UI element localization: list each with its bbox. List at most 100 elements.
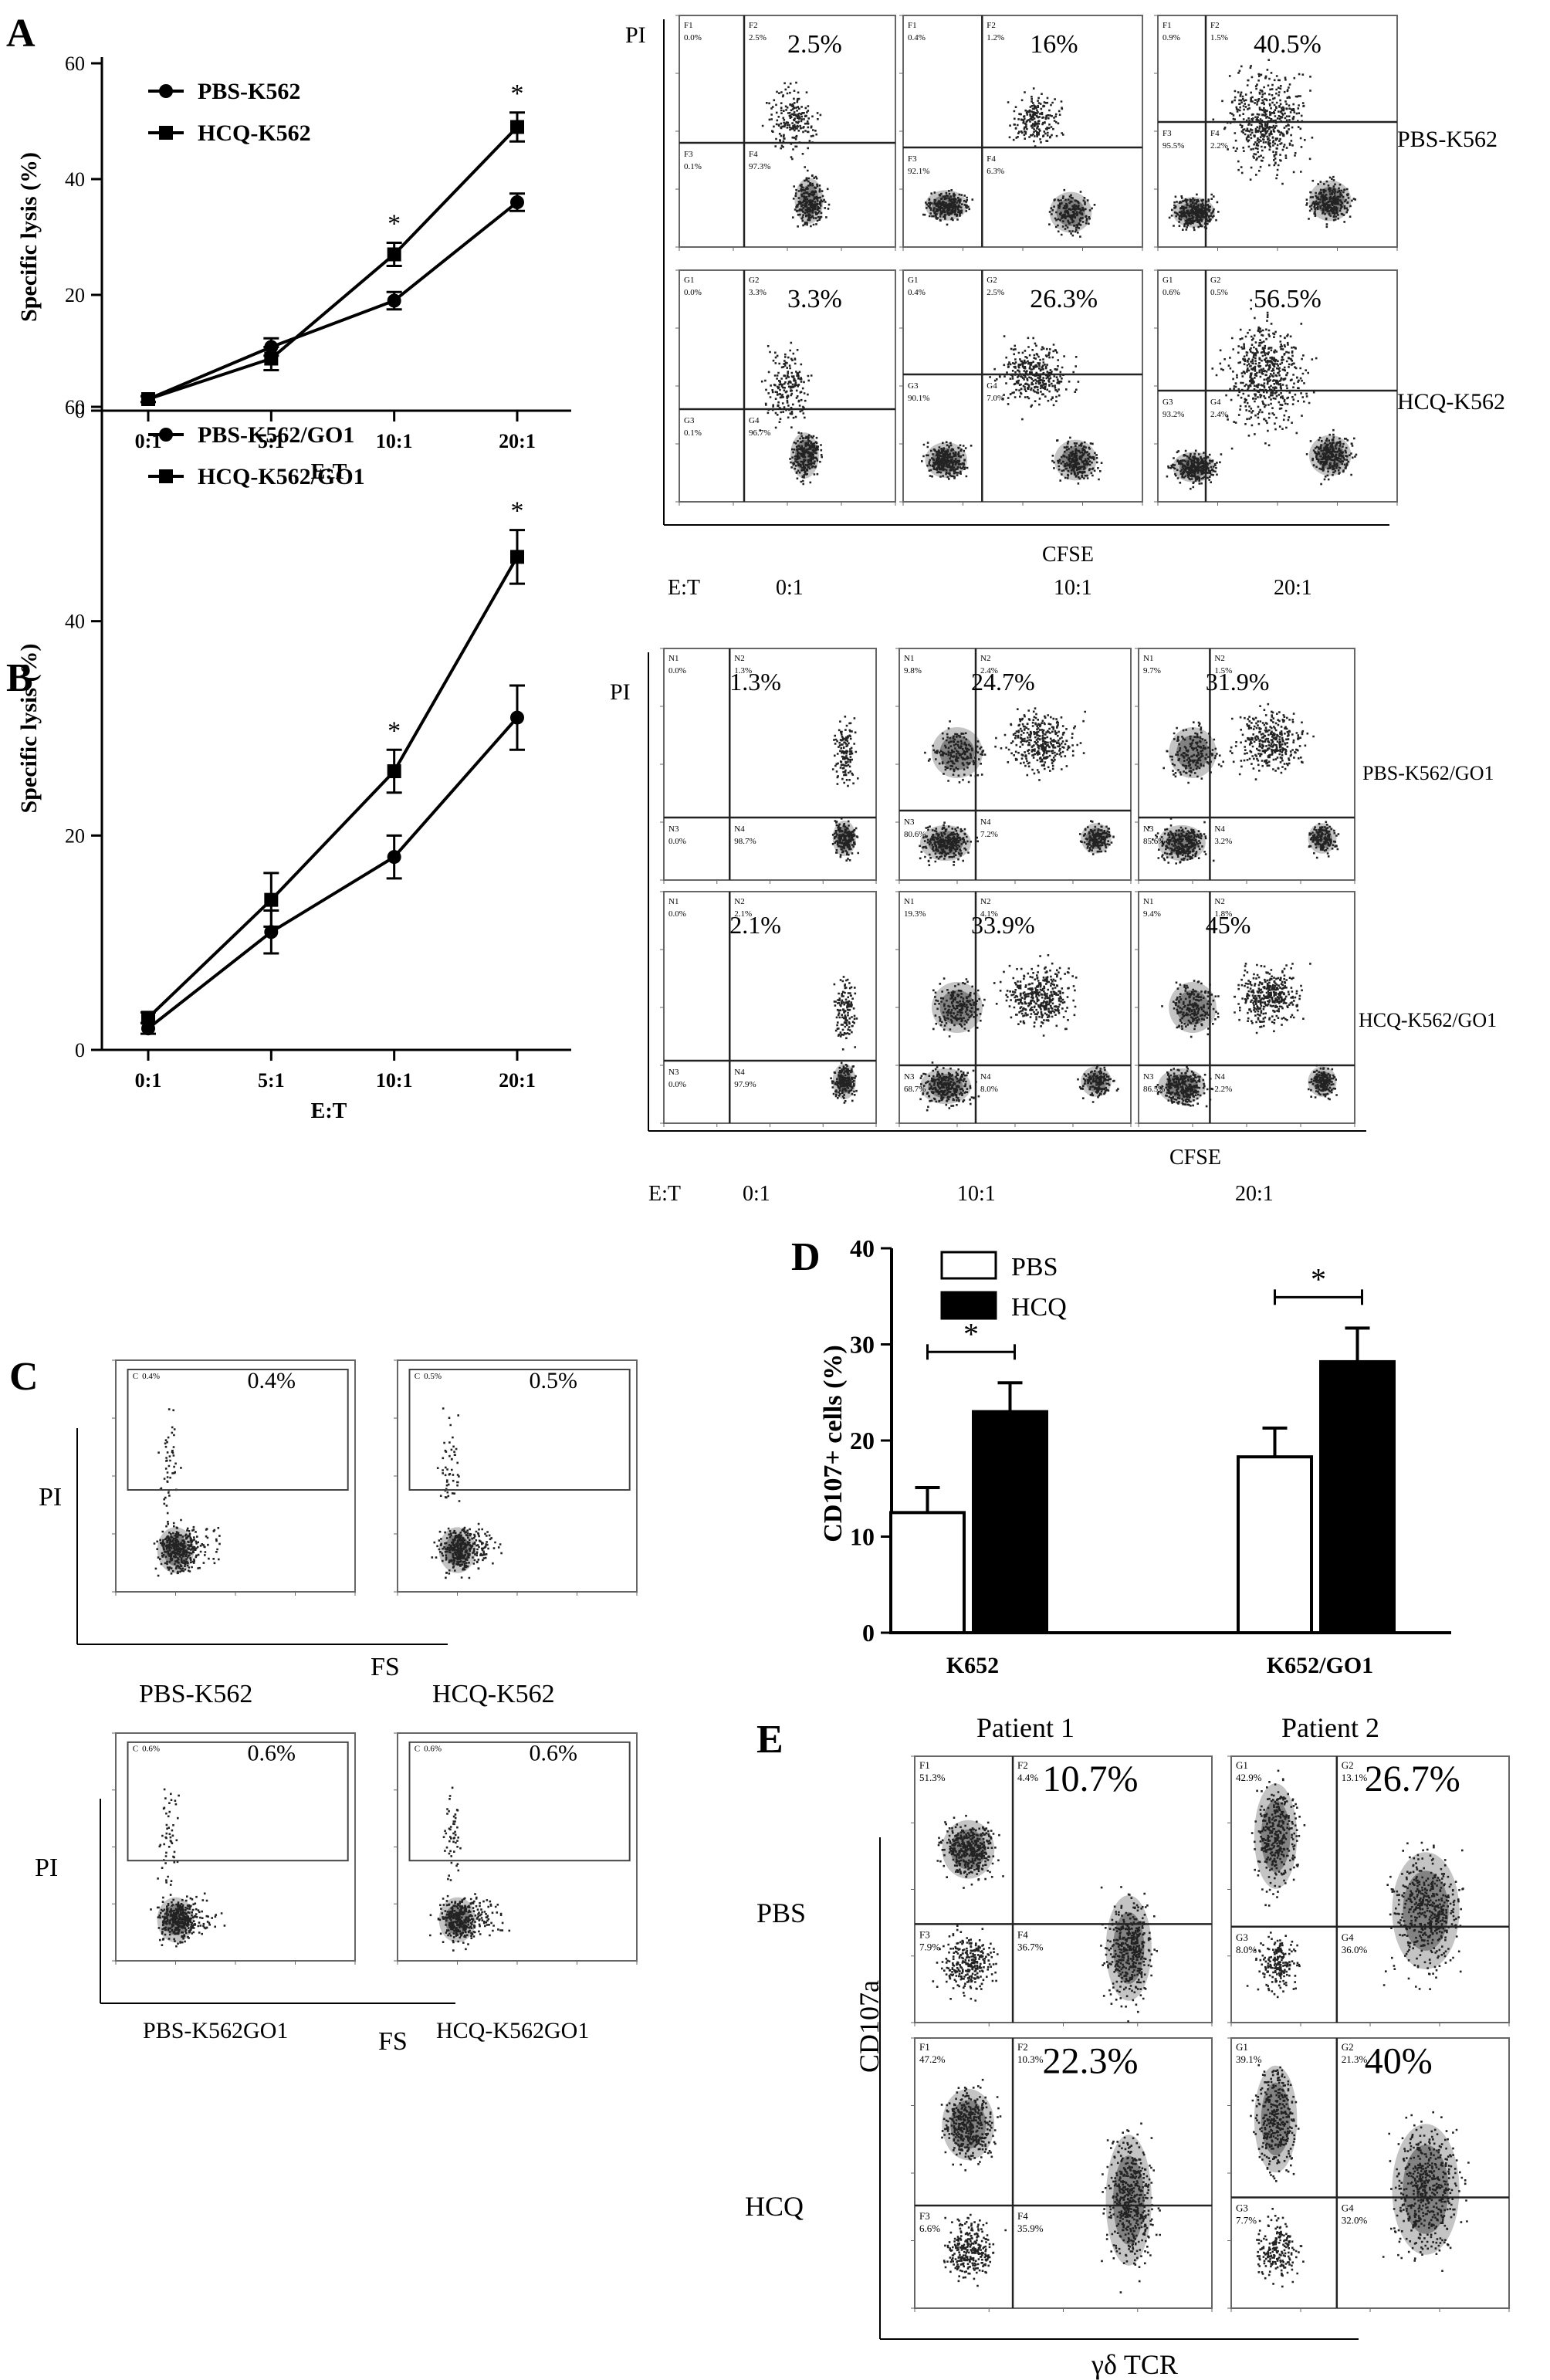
flow-c-x-title-1: FS xyxy=(371,1653,400,1681)
flow-e-plot-1-1-q4-value: 32.0% xyxy=(1342,2215,1368,2226)
flow-b-plot-0-0-q4-value: 98.7% xyxy=(734,837,756,846)
flow-a-plot-0-1-q1-value: 0.4% xyxy=(908,33,926,42)
flow-c-plot-1-0: 0.6% C 0.6% xyxy=(112,1732,356,1965)
flow-a-plot-1-2-q4-label: G4 xyxy=(1210,398,1221,407)
flow-a-plot-0-1-q1-label: F1 xyxy=(908,21,917,30)
flow-a-plot-1-2-q4-value: 2.4% xyxy=(1210,410,1228,419)
flow-b-plot-0-1-q2-value: 2.4% xyxy=(980,666,998,675)
flow-e-col-label-patient-1: Patient 1 xyxy=(976,1712,1075,1743)
flow-b-plot-1-0-q1-value: 0.0% xyxy=(668,909,686,919)
flow-b-plot-0-0-q2-value: 1.3% xyxy=(734,666,752,675)
chart-b-point xyxy=(510,710,524,725)
flow-e-plot-0-0-percent: 10.7% xyxy=(1043,1759,1139,1799)
flow-c-gate-value: 0.5% xyxy=(424,1372,442,1381)
chart-a-legend-marker xyxy=(159,84,173,98)
flow-c-gate-value: 0.6% xyxy=(142,1745,160,1754)
chart-a-x-tick-label: 20:1 xyxy=(499,430,536,452)
flow-e-plot-1-0-dots xyxy=(940,2078,1161,2294)
flow-c-plot-1-0-frame xyxy=(115,1732,356,1962)
flow-e-plot-0-0-q2-label: F2 xyxy=(1017,1759,1028,1771)
panel-label-c: C xyxy=(9,1355,39,1399)
flow-e-plot-0-0-q4-value: 36.7% xyxy=(1017,1941,1044,1952)
flow-b-plot-0-0-q3-label: N3 xyxy=(668,824,679,834)
flow-a-plot-0-2-q4-label: F4 xyxy=(1210,129,1220,138)
chart-a-y-tick-label: 0 xyxy=(75,400,85,422)
chart-b-y-label: Specific lysis (%) xyxy=(16,644,42,814)
chart-d-y-tick-label: 20 xyxy=(850,1427,875,1454)
flow-a-plot-0-2-q1-value: 0.9% xyxy=(1162,33,1180,42)
chart-d-bar xyxy=(972,1410,1048,1635)
chart-a-legend-label: HCQ-K562 xyxy=(198,120,311,146)
flow-b-plot-1-0-q1-label: N1 xyxy=(668,897,679,906)
flow-a-plot-0-1-percent: 16% xyxy=(1030,30,1078,59)
flow-b-et-1: 10:1 xyxy=(957,1182,996,1206)
flow-b-plot-0-0-q2-label: N2 xyxy=(734,654,744,663)
flow-e-plot-0-0-q3-value: 7.9% xyxy=(919,1941,940,1952)
flow-e-plot-1-0-q2-label: F2 xyxy=(1017,2041,1028,2053)
flow-e-plot-0-1-percent: 26.7% xyxy=(1365,1759,1460,1799)
flow-a-plot-0-0-q2-label: F2 xyxy=(749,21,758,30)
chart-b-y-tick-label: 0 xyxy=(75,1039,85,1061)
flow-c-gate-label: C xyxy=(133,1372,138,1381)
flow-c-plot-0-1: 0.5% C 0.5% xyxy=(394,1359,638,1596)
flow-b-plot-1-2-q3-label: N3 xyxy=(1143,1072,1154,1082)
flow-e-row-label-pbs: PBS xyxy=(756,1898,806,1928)
flow-e-plot-0-0-q3-label: F3 xyxy=(919,1928,930,1940)
flow-e-plot-0-1-q1-value: 42.9% xyxy=(1236,1772,1262,1783)
chart-d-x-tick-label: K652/GO1 xyxy=(1267,1653,1373,1678)
flow-a-plot-1-0-frame xyxy=(679,269,896,503)
flow-c-gate-label: C xyxy=(133,1745,138,1754)
flow-c-y-title-2: PI xyxy=(35,1854,58,1882)
chart-d-x-tick-label: K652 xyxy=(946,1653,999,1678)
chart-a-point xyxy=(387,247,401,262)
flow-b-plot-0-2-q4-value: 3.2% xyxy=(1214,837,1232,846)
flow-c-gate xyxy=(127,1741,349,1862)
flow-b-et-0: 0:1 xyxy=(743,1182,770,1206)
flow-b-y-title: PI xyxy=(610,679,631,705)
flow-b-plot-0-1-q1-value: 9.8% xyxy=(904,666,922,675)
flow-c-gate-value: 0.4% xyxy=(142,1372,160,1381)
flow-b-plot-1-2-q2-label: N2 xyxy=(1214,897,1224,906)
chart-b-significance-star: * xyxy=(511,497,524,526)
flow-a-x-title: CFSE xyxy=(1042,543,1094,567)
flow-a-plot-1-2-q2-value: 0.5% xyxy=(1210,288,1228,297)
chart-a-point xyxy=(141,392,155,406)
flow-e-plot-0-0-q2-value: 4.4% xyxy=(1017,1772,1038,1783)
flow-e-plot-1-1-percent: 40% xyxy=(1365,2041,1433,2082)
chart-b-point xyxy=(387,850,401,865)
chart-a-point xyxy=(387,293,401,308)
flow-b-plot-0-1-q2-label: N2 xyxy=(980,654,990,663)
flow-c-name-hcq-k562: HCQ-K562 xyxy=(432,1680,555,1708)
flow-a-plot-1-0-q2-label: G2 xyxy=(749,276,759,285)
chart-a-significance-star: * xyxy=(511,80,524,108)
flow-c-plot-1-0-dots xyxy=(150,1788,226,1948)
chart-a-y-tick-label: 60 xyxy=(65,52,85,75)
flow-e-plot-0-1-q3-label: G3 xyxy=(1236,1931,1248,1943)
flow-e-plot-0-1-q3-value: 8.0% xyxy=(1236,1944,1257,1955)
flow-a-plot-0-0-percent: 2.5% xyxy=(787,30,842,59)
flow-e-plot-1-1-q4-label: G4 xyxy=(1342,2202,1354,2214)
chart-b-chart: 0 20 40 60 0:1 5:1 10:1 20:1 E:T Specific lysis (… xyxy=(16,396,571,1123)
flow-e-plot-0-1-q4-label: G4 xyxy=(1342,1931,1354,1943)
chart-b-point xyxy=(141,1011,155,1025)
chart-d-y-tick-label: 40 xyxy=(850,1234,875,1262)
flow-a-plot-0-1-q4-value: 6.3% xyxy=(987,167,1004,176)
chart-b-point xyxy=(387,764,401,779)
flow-e-plot-0-0-q1-value: 51.3% xyxy=(919,1772,946,1783)
flow-b-plot-0-2-percent: 31.9% xyxy=(1206,668,1270,696)
chart-b-y-tick-label: 40 xyxy=(65,611,85,633)
flow-a-plot-0-2-q1-label: F1 xyxy=(1162,21,1172,30)
flow-a-plot-1-2-dots xyxy=(1166,299,1358,490)
flow-e-plot-0-0-q4-label: F4 xyxy=(1017,1928,1028,1940)
flow-a-plot-1-0-q1-label: G1 xyxy=(684,276,694,285)
flow-c-plot-0-0-frame xyxy=(115,1359,356,1593)
flow-b-plot-1-0-q3-label: N3 xyxy=(668,1068,679,1077)
flow-c-plot-0-1-frame xyxy=(397,1359,638,1593)
flow-e-row-label-hcq: HCQ xyxy=(745,2191,804,2222)
flow-b-plot-0-1-q4-value: 7.2% xyxy=(980,830,998,839)
panel-label-e: E xyxy=(756,1718,783,1762)
flow-a-plot-1-1-q1-value: 0.4% xyxy=(908,288,926,297)
